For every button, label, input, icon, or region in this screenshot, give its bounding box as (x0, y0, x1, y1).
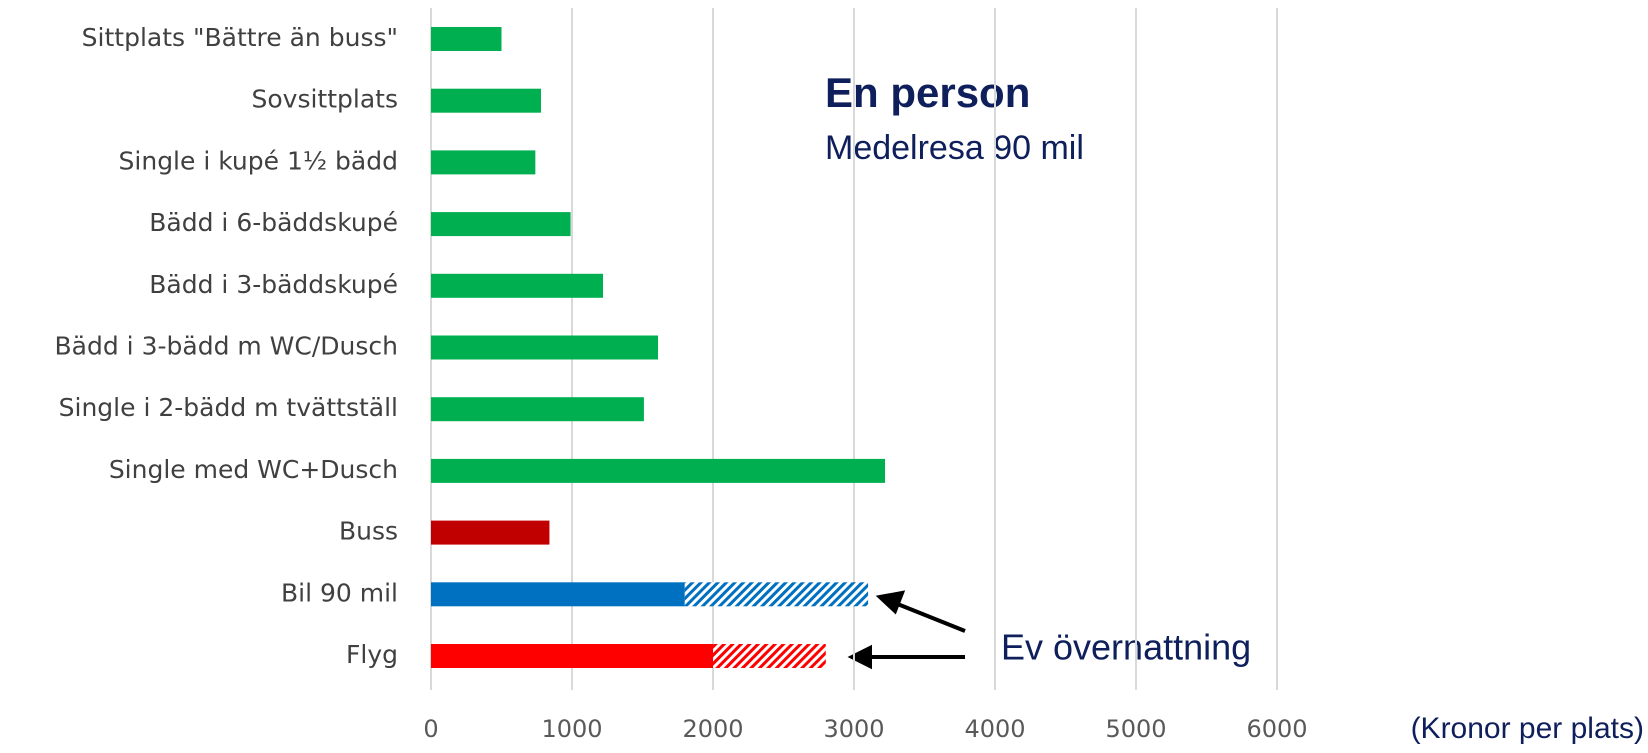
y-tick-label: Single i kupé 1½ bädd (119, 146, 398, 175)
y-tick-label: Flyg (346, 640, 398, 669)
bar (431, 335, 659, 360)
y-tick-label: Bädd i 3-bädd m WC/Dusch (55, 332, 398, 361)
y-tick-label: Buss (339, 517, 398, 546)
bar (684, 582, 869, 607)
annotation: Ev övernattning (1001, 627, 1251, 668)
chart-subtitle: Medelresa 90 mil (825, 129, 1084, 167)
arrow (894, 601, 966, 633)
y-tick-label: Single i 2-bädd m tvättställ (59, 393, 398, 422)
bar (431, 520, 550, 545)
x-tick-label: 5000 (1105, 715, 1166, 743)
x-tick-label: 3000 (823, 715, 884, 743)
arrow-head (847, 644, 872, 670)
y-tick-label: Bädd i 6-bäddskupé (149, 208, 398, 237)
bar (431, 88, 541, 113)
x-tick-label: 1000 (541, 715, 602, 743)
y-tick-label: Sittplats "Bättre än buss" (82, 23, 398, 52)
bar (431, 27, 502, 51)
y-tick-label: Sovsittplats (252, 85, 399, 114)
bar (431, 644, 713, 668)
bar (431, 273, 604, 298)
x-tick-label: 2000 (682, 715, 743, 743)
y-tick-label: Bil 90 mil (281, 578, 398, 607)
bar (431, 150, 536, 175)
bar (431, 212, 571, 237)
arrow-head (875, 590, 906, 615)
x-tick-label: 6000 (1246, 715, 1307, 743)
y-tick-label: Single med WC+Dusch (109, 455, 398, 484)
chart-title: En person (825, 69, 1030, 116)
x-tick-label: 4000 (964, 715, 1025, 743)
x-axis-label: (Kronor per plats) (1411, 712, 1644, 745)
x-tick-label: 0 (423, 715, 438, 743)
y-tick-label: Bädd i 3-bäddskupé (149, 270, 398, 299)
arrows (847, 590, 966, 670)
bar (431, 397, 644, 422)
bar (431, 458, 886, 483)
bar (431, 582, 685, 607)
bar (713, 644, 826, 668)
